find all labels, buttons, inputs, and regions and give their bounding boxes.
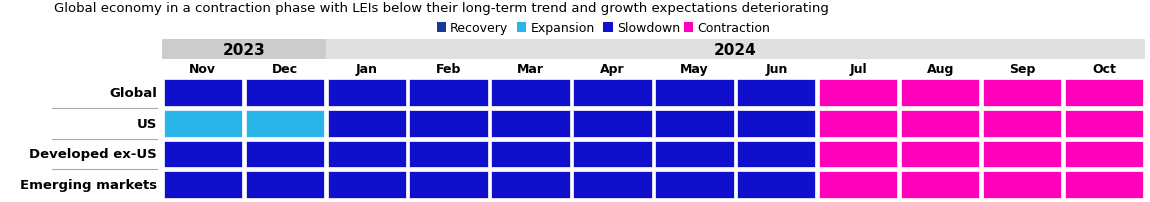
Bar [491, 80, 569, 106]
Bar [437, 23, 446, 33]
Text: Dec: Dec [271, 63, 298, 76]
Bar [902, 80, 980, 106]
Text: Slowdown: Slowdown [616, 21, 680, 34]
Bar [737, 110, 815, 137]
Bar [983, 171, 1061, 198]
Bar [656, 171, 734, 198]
Bar [574, 171, 652, 198]
Bar [163, 171, 242, 198]
Text: Emerging markets: Emerging markets [20, 178, 156, 191]
Text: Aug: Aug [927, 63, 954, 76]
Bar [246, 110, 323, 137]
Bar [983, 80, 1061, 106]
Text: Expansion: Expansion [530, 21, 595, 34]
Bar [574, 80, 652, 106]
Text: May: May [680, 63, 708, 76]
Bar [574, 110, 652, 137]
Text: Jul: Jul [850, 63, 867, 76]
Text: Jun: Jun [765, 63, 788, 76]
Text: Contraction: Contraction [697, 21, 769, 34]
Bar [325, 40, 1145, 60]
Bar [1065, 80, 1143, 106]
Bar [819, 80, 897, 106]
Text: 2024: 2024 [714, 42, 757, 57]
Bar [328, 141, 406, 167]
Bar [491, 110, 569, 137]
Bar [656, 141, 734, 167]
Bar [409, 141, 488, 167]
Bar [491, 171, 569, 198]
Text: Recovery: Recovery [450, 21, 508, 34]
Bar [409, 110, 488, 137]
Bar [574, 141, 652, 167]
Bar [246, 141, 323, 167]
Bar [656, 110, 734, 137]
Bar [902, 141, 980, 167]
Bar [737, 80, 815, 106]
Bar [656, 80, 734, 106]
Bar [409, 80, 488, 106]
Bar [1065, 141, 1143, 167]
Text: Nov: Nov [189, 63, 216, 76]
Bar [819, 171, 897, 198]
Bar [516, 23, 527, 33]
Bar [246, 171, 323, 198]
Bar [902, 171, 980, 198]
Text: Global: Global [109, 86, 156, 99]
Bar [163, 80, 242, 106]
Bar [737, 141, 815, 167]
Bar [162, 40, 325, 60]
Bar [328, 171, 406, 198]
Text: Global economy in a contraction phase with LEIs below their long-term trend and : Global economy in a contraction phase wi… [54, 2, 829, 15]
Text: Feb: Feb [436, 63, 461, 76]
Bar [902, 110, 980, 137]
Text: 2023: 2023 [222, 42, 264, 57]
Bar [328, 110, 406, 137]
Bar [604, 23, 613, 33]
Bar [983, 110, 1061, 137]
Bar [328, 80, 406, 106]
Bar [983, 141, 1061, 167]
Bar [819, 141, 897, 167]
Text: Mar: Mar [518, 63, 544, 76]
Text: Jan: Jan [355, 63, 377, 76]
Bar [1065, 110, 1143, 137]
Bar [491, 141, 569, 167]
Bar [819, 110, 897, 137]
Bar [163, 141, 242, 167]
Bar [246, 80, 323, 106]
Text: US: US [137, 117, 156, 130]
Bar [163, 110, 242, 137]
Text: Sep: Sep [1009, 63, 1035, 76]
Bar [737, 171, 815, 198]
Text: Developed ex-US: Developed ex-US [29, 148, 156, 161]
Text: Oct: Oct [1092, 63, 1117, 76]
Bar [1065, 171, 1143, 198]
Bar [409, 171, 488, 198]
Bar [683, 23, 693, 33]
Text: Apr: Apr [600, 63, 624, 76]
